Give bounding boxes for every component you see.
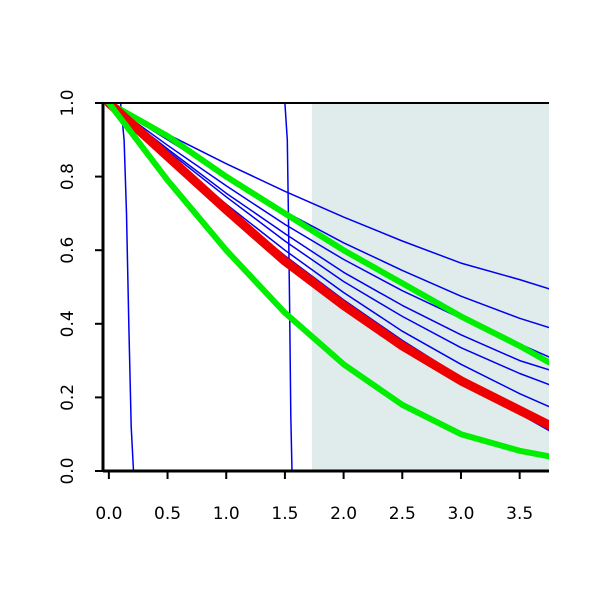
series-line-3 (108, 103, 549, 290)
x-tick-label: 2.5 (389, 504, 416, 524)
x-tick-label: 3.0 (447, 504, 474, 524)
y-tick-label: 0.2 (58, 384, 78, 411)
series-line-6 (108, 103, 549, 371)
series-layer (104, 103, 549, 471)
y-tick-label: 0.4 (58, 310, 78, 337)
y-tick-label: 1.0 (58, 89, 78, 116)
x-tick-label: 1.5 (271, 504, 298, 524)
x-tick-label: 2.0 (330, 504, 357, 524)
y-tick-label: 0.6 (58, 237, 78, 264)
x-tick-label: 3.5 (506, 504, 533, 524)
series-line-13 (105, 103, 549, 460)
x-tick-label: 0.0 (95, 504, 122, 524)
y-tick-label: 0.0 (58, 457, 78, 484)
axis-layer: 0.0 0.5 1.0 1.5 2.0 2.5 3.0 3.5 0.0 0.2 0.4 0.6 0.8 1… (58, 89, 549, 524)
series-line-11 (105, 103, 549, 366)
series-line-7 (108, 103, 549, 386)
series-line-12 (104, 103, 549, 430)
x-tick-label: 1.0 (213, 504, 240, 524)
y-tick-label: 0.8 (58, 163, 78, 190)
x-tick-label: 0.5 (154, 504, 181, 524)
